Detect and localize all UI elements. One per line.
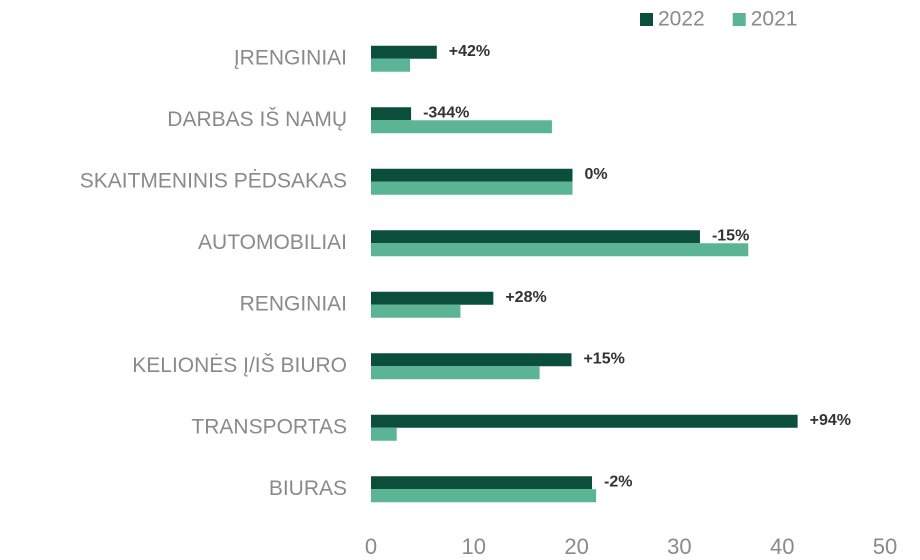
bar — [371, 291, 494, 305]
category-label: SKAITMENINIS PĖDSAKAS — [80, 169, 347, 192]
x-tick-label: 10 — [462, 534, 486, 559]
bar — [371, 168, 573, 182]
bar — [371, 230, 700, 244]
bar — [371, 304, 461, 318]
bar — [371, 427, 397, 441]
bar-annotation: 0% — [584, 166, 607, 183]
bar — [371, 243, 749, 257]
legend-swatch — [640, 13, 653, 26]
bar — [371, 181, 573, 195]
bar — [371, 107, 412, 121]
bar-annotation: +15% — [583, 350, 624, 367]
bar — [371, 120, 552, 134]
bar — [371, 476, 593, 490]
x-tick-label: 50 — [873, 534, 897, 559]
legend-label: 2022 — [658, 8, 705, 31]
bar-annotation: +28% — [505, 289, 546, 306]
bar-annotation: -344% — [423, 104, 469, 121]
legend-label: 2021 — [751, 8, 798, 31]
legend-swatch — [732, 13, 746, 26]
bar — [371, 45, 437, 59]
bar — [371, 366, 540, 380]
category-label: TRANSPORTAS — [191, 415, 347, 438]
category-label: DARBAS IŠ NAMŲ — [167, 108, 347, 131]
bar — [371, 353, 572, 367]
bar — [371, 489, 597, 503]
bar-annotation: +42% — [449, 43, 490, 60]
x-tick-label: 30 — [667, 534, 691, 559]
category-label: RENGINIAI — [240, 292, 347, 315]
category-label: AUTOMOBILIAI — [198, 231, 347, 254]
x-tick-label: 20 — [564, 534, 588, 559]
x-tick-label: 0 — [365, 534, 377, 559]
bar — [371, 58, 411, 72]
bar-annotation: +94% — [810, 412, 851, 429]
category-label: KELIONĖS Į/IŠ BIURO — [132, 354, 347, 377]
bar-annotation: -15% — [712, 227, 749, 244]
x-tick-label: 40 — [770, 534, 794, 559]
bar — [371, 414, 798, 428]
category-label: BIURAS — [269, 477, 347, 500]
category-label: ĮRENGINIAI — [234, 46, 347, 69]
bar-annotation: -2% — [604, 473, 632, 490]
